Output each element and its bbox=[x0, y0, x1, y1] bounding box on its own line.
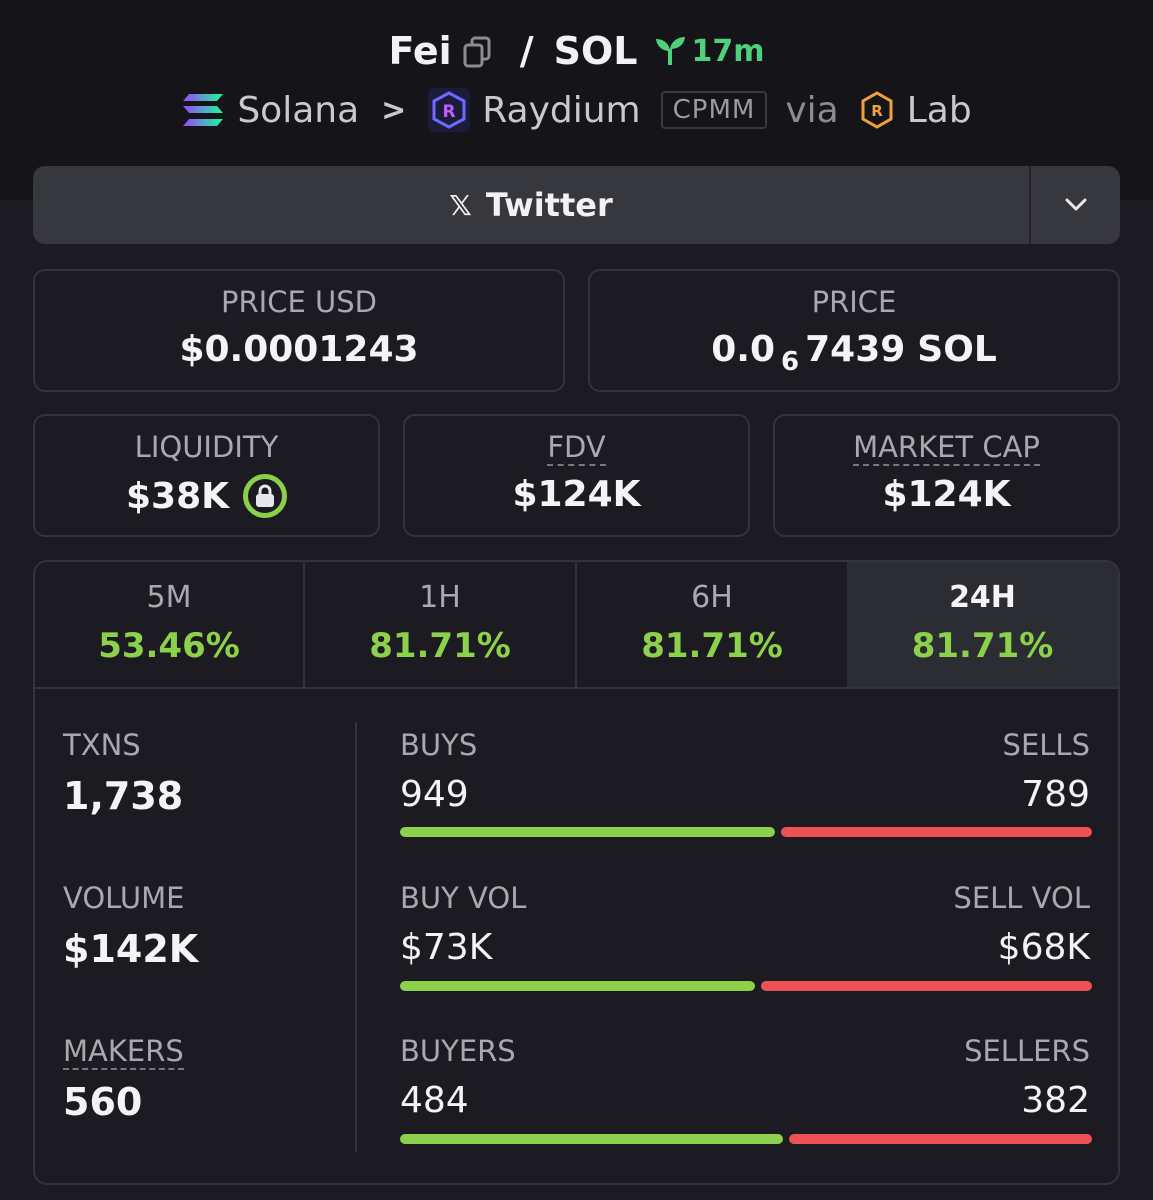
lock-icon[interactable] bbox=[243, 474, 288, 518]
tab-6h[interactable]: 6H 81.71% bbox=[577, 562, 847, 687]
stats-panel: 5M 53.46% 1H 81.71% 6H 81.71% 24H 81.71%… bbox=[33, 560, 1120, 1185]
quote-symbol: SOL bbox=[553, 29, 638, 73]
tab-label: 1H bbox=[419, 580, 461, 615]
fdv-label-row: FDV bbox=[405, 430, 748, 466]
stats-divider bbox=[355, 722, 357, 1152]
liquidity-label: LIQUIDITY bbox=[134, 430, 279, 464]
buyers-value: 484 bbox=[400, 1080, 469, 1121]
buy-vol-value: $73K bbox=[400, 927, 493, 968]
sell-vol-value: $68K bbox=[997, 927, 1090, 968]
sellers-bar bbox=[789, 1134, 1092, 1144]
more-links-button[interactable] bbox=[1031, 166, 1120, 244]
market-cap-card: MARKET CAP $124K bbox=[773, 414, 1120, 537]
tab-1h[interactable]: 1H 81.71% bbox=[305, 562, 575, 687]
via-label: via bbox=[785, 89, 839, 131]
price-usd-value: $0.0001243 bbox=[179, 329, 419, 370]
tab-change: 81.71% bbox=[641, 626, 783, 666]
price-label: PRICE bbox=[811, 285, 897, 319]
pool-type-badge: CPMM bbox=[660, 91, 768, 129]
market-cap-label[interactable]: MARKET CAP bbox=[853, 430, 1040, 466]
chain-name[interactable]: Solana bbox=[237, 89, 360, 131]
fdv-label[interactable]: FDV bbox=[547, 430, 606, 466]
buys-label: BUYS bbox=[400, 728, 478, 762]
makers-value: 560 bbox=[63, 1080, 143, 1124]
sell-vol-label: SELL VOL bbox=[953, 881, 1090, 915]
sellers-value: 382 bbox=[1021, 1080, 1090, 1121]
button-divider bbox=[1029, 166, 1031, 244]
tab-5m[interactable]: 5M 53.46% bbox=[35, 562, 303, 687]
fdv-card: FDV $124K bbox=[403, 414, 750, 537]
solana-logo-icon bbox=[183, 94, 224, 126]
buys-bar bbox=[400, 827, 775, 837]
sells-label: SELLS bbox=[1002, 728, 1090, 762]
svg-text:R: R bbox=[443, 102, 456, 122]
tab-divider bbox=[303, 562, 305, 687]
buys-value: 949 bbox=[400, 774, 469, 815]
token-symbol: Fei bbox=[388, 29, 452, 73]
volume-label: VOLUME bbox=[63, 881, 185, 915]
liquidity-card: LIQUIDITY $38K bbox=[33, 414, 380, 537]
tab-divider bbox=[575, 562, 577, 687]
tab-change: 81.71% bbox=[911, 626, 1054, 666]
price-usd-label: PRICE USD bbox=[221, 285, 377, 319]
sellers-label: SELLERS bbox=[964, 1034, 1090, 1068]
buy-vol-label: BUY VOL bbox=[400, 881, 527, 915]
chevron-down-icon bbox=[1065, 198, 1086, 211]
liquidity-value-row: $38K bbox=[35, 474, 378, 518]
chevron-right-icon: > bbox=[381, 92, 407, 128]
buyers-label: BUYERS bbox=[400, 1034, 516, 1068]
buy-vol-bar bbox=[400, 981, 755, 991]
price-usd-card: PRICE USD $0.0001243 bbox=[33, 269, 565, 392]
timeframe-tabs: 5M 53.46% 1H 81.71% 6H 81.71% 24H 81.71% bbox=[35, 562, 1118, 689]
pair-breadcrumb: Solana > R Raydium CPMM via R Lab bbox=[0, 82, 1153, 138]
volume-value: $142K bbox=[63, 927, 199, 971]
tab-label: 5M bbox=[146, 580, 192, 615]
pair-slash: / bbox=[519, 29, 534, 73]
price-value: 0.0 6 7439 SOL bbox=[590, 329, 1118, 377]
fdv-value: $124K bbox=[512, 474, 641, 515]
sell-vol-bar bbox=[761, 981, 1092, 991]
raydium-logo-icon: R bbox=[428, 88, 471, 132]
sells-value: 789 bbox=[1021, 774, 1090, 815]
txns-label: TXNS bbox=[63, 728, 141, 762]
pair-age: 17m bbox=[653, 33, 765, 69]
market-cap-label-row: MARKET CAP bbox=[775, 430, 1118, 466]
twitter-button[interactable]: 𝕏 Twitter bbox=[33, 166, 1029, 244]
makers-label-wrap: MAKERS bbox=[63, 1034, 184, 1070]
age-text: 17m bbox=[691, 33, 765, 69]
buyers-bar bbox=[400, 1134, 783, 1144]
x-logo-icon: 𝕏 bbox=[449, 188, 472, 222]
launchpad-name[interactable]: Lab bbox=[906, 89, 972, 131]
copy-icon[interactable] bbox=[462, 34, 492, 68]
market-cap-value: $124K bbox=[882, 474, 1011, 515]
tab-change: 81.71% bbox=[369, 626, 511, 666]
tab-change: 53.46% bbox=[98, 626, 240, 666]
price-zero-count: 6 bbox=[781, 346, 800, 377]
liquidity-value: $38K bbox=[125, 475, 230, 517]
sells-bar bbox=[781, 827, 1092, 837]
price-unit: SOL bbox=[917, 329, 997, 370]
dex-name[interactable]: Raydium bbox=[482, 89, 641, 131]
launchpad-logo-icon: R bbox=[861, 91, 893, 129]
twitter-button-group: 𝕏 Twitter bbox=[33, 166, 1120, 244]
makers-label[interactable]: MAKERS bbox=[63, 1034, 184, 1070]
price-digits: 7439 bbox=[805, 329, 906, 370]
txns-value: 1,738 bbox=[63, 774, 184, 818]
tab-label: 24H bbox=[949, 580, 1016, 615]
svg-text:R: R bbox=[871, 102, 883, 120]
tab-label: 6H bbox=[691, 580, 733, 615]
sprout-icon bbox=[656, 37, 686, 65]
pair-title: Fei / SOL 17m bbox=[0, 24, 1153, 78]
tab-24h[interactable]: 24H 81.71% bbox=[847, 562, 1118, 687]
price-card: PRICE 0.0 6 7439 SOL bbox=[588, 269, 1120, 392]
twitter-label: Twitter bbox=[485, 186, 613, 224]
price-prefix: 0.0 bbox=[711, 329, 775, 370]
